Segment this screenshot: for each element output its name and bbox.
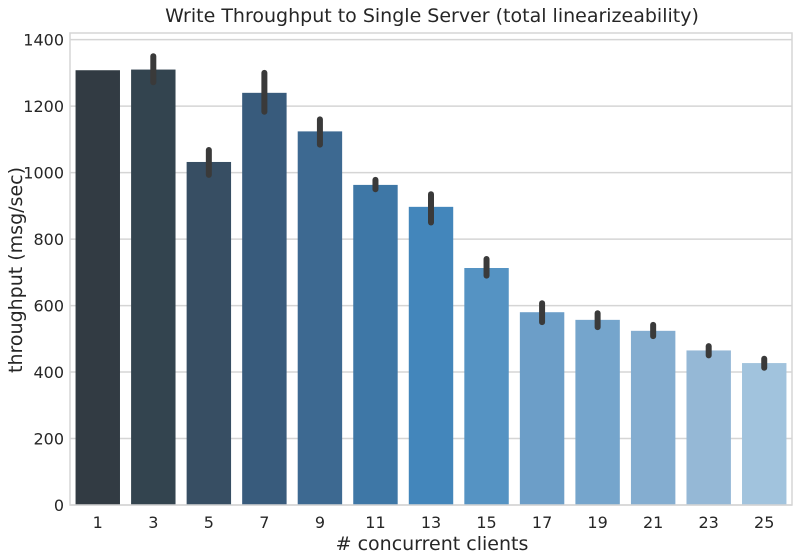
y-axis-label: throughput (msg/sec) (5, 167, 27, 373)
y-tick-label: 600 (33, 297, 64, 316)
x-tick-label: 3 (148, 513, 158, 532)
y-tick-label: 1000 (23, 164, 64, 183)
bar-9 (297, 131, 343, 505)
x-axis-label: # concurrent clients (336, 533, 529, 555)
axes-box (69, 32, 793, 506)
bar-3 (131, 69, 176, 505)
x-tick-label: 5 (204, 513, 214, 532)
bar-23 (686, 350, 731, 505)
bars (75, 69, 787, 506)
x-tick-label: 25 (754, 513, 774, 532)
y-axis-ticks: 0 200 400 600 800 1000 1200 1400 (23, 31, 64, 515)
bar-5 (186, 161, 232, 506)
plot-frame (69, 32, 793, 506)
x-tick-label: 23 (699, 513, 719, 532)
bar-19 (575, 319, 620, 505)
bar-7 (242, 92, 287, 505)
x-tick-label: 7 (259, 513, 269, 532)
x-tick-label: 19 (587, 513, 607, 532)
x-tick-label: 11 (365, 513, 385, 532)
y-tick-label: 1400 (23, 31, 64, 50)
bar-13 (408, 206, 454, 505)
error-bars (150, 53, 768, 371)
bar-17 (519, 312, 565, 505)
bar-11 (353, 184, 398, 505)
x-tick-label: 21 (643, 513, 663, 532)
bar-15 (464, 268, 509, 505)
y-tick-label: 200 (33, 430, 64, 449)
x-tick-label: 17 (532, 513, 552, 532)
bar-21 (630, 330, 676, 505)
x-tick-label: 13 (421, 513, 441, 532)
y-tick-label: 800 (33, 230, 64, 249)
x-axis-ticks: 1 3 5 7 9 11 13 15 17 19 21 23 25 (93, 513, 775, 532)
x-tick-label: 1 (93, 513, 103, 532)
y-tick-label: 1200 (23, 97, 64, 116)
x-tick-label: 9 (315, 513, 325, 532)
chart-title: Write Throughput to Single Server (total… (165, 5, 699, 27)
bar-1 (75, 70, 120, 505)
bar-25 (742, 363, 787, 505)
y-tick-label: 0 (54, 496, 64, 515)
y-tick-label: 400 (33, 363, 64, 382)
x-tick-label: 15 (476, 513, 496, 532)
